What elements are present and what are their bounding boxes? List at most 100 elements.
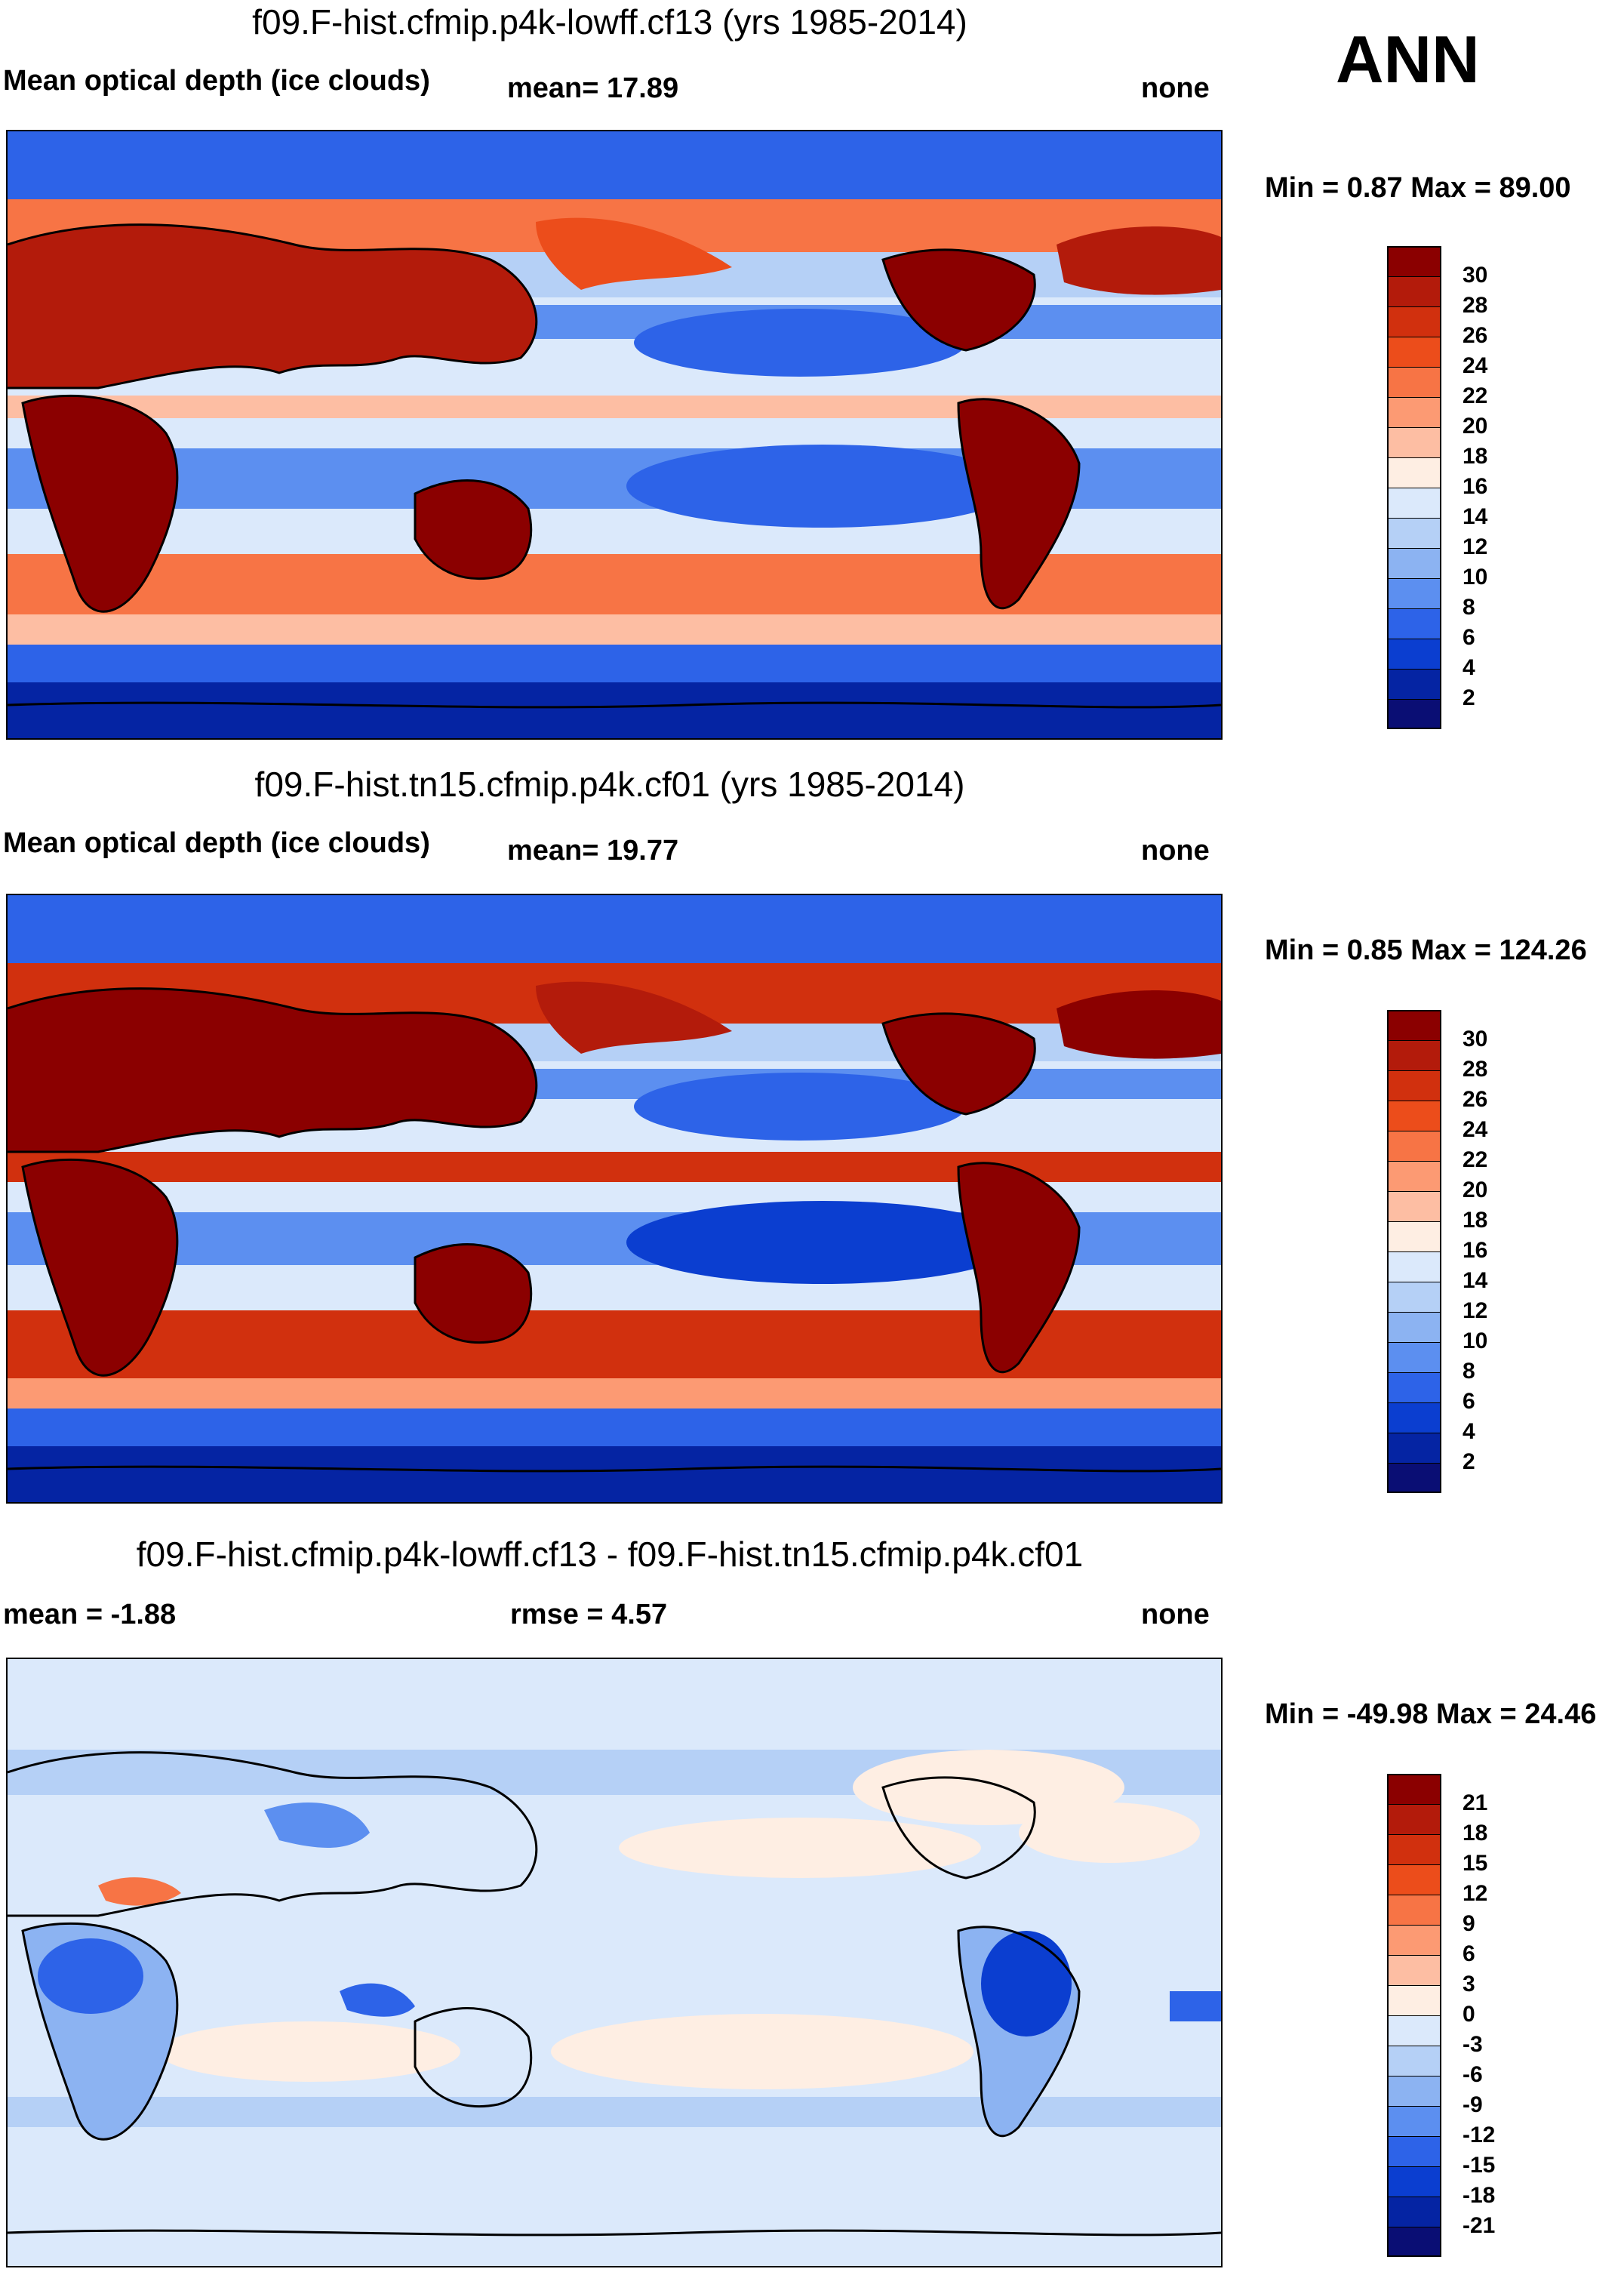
colorbar-segment: [1387, 699, 1441, 729]
colorbar-segment: [1387, 2015, 1441, 2046]
colorbar-segment: [1387, 1101, 1441, 1131]
colorbar-tick-label: 18: [1463, 1208, 1488, 1233]
colorbar-tick-label: 18: [1463, 1821, 1488, 1846]
colorbar-segment: [1387, 427, 1441, 457]
colorbar-tick-label: 3: [1463, 1972, 1475, 1996]
colorbar-tick-label: 8: [1463, 1359, 1475, 1384]
colorbar-segment: [1387, 2106, 1441, 2136]
colorbar-tick-label: 24: [1463, 1117, 1488, 1142]
colorbar-segment: [1387, 306, 1441, 337]
colorbar-segment: [1387, 1040, 1441, 1070]
colorbar-segment: [1387, 1191, 1441, 1221]
panel-2-minmax: Min = 0.85 Max = 124.26: [1265, 934, 1587, 966]
colorbar-segment: [1387, 548, 1441, 578]
colorbar-tick-label: 20: [1463, 414, 1488, 439]
colorbar-tick-label: 30: [1463, 1027, 1488, 1051]
panel-3-rmse: rmse = 4.57: [510, 1599, 668, 1630]
p3-coastlines: [8, 1751, 1221, 2237]
panel-2-map: [6, 894, 1223, 1504]
colorbar-tick-label: 8: [1463, 595, 1475, 620]
p2-antarctic: [8, 1446, 1221, 1502]
p2-australia: [415, 1244, 531, 1343]
colorbar-segment: [1387, 669, 1441, 699]
colorbar-segment: [1387, 2227, 1441, 2257]
p1-south-america: [958, 399, 1079, 608]
colorbar-segment: [1387, 457, 1441, 488]
colorbar-segment: [1387, 1864, 1441, 1895]
p1-antarctic: [8, 682, 1221, 738]
colorbar-segment: [1387, 2166, 1441, 2197]
panel-2-mean: mean= 19.77: [507, 835, 679, 867]
colorbar-segment: [1387, 246, 1441, 276]
colorbar-segment: [1387, 1342, 1441, 1372]
panel-3-title: f09.F-hist.cfmip.p4k-lowff.cf13 - f09.F-…: [136, 1535, 1084, 1574]
p1-s-pacific-high: [626, 445, 1019, 528]
colorbar-tick-label: -12: [1463, 2123, 1496, 2147]
colorbar-segment: [1387, 578, 1441, 608]
panel-3-map-svg: [8, 1659, 1221, 2266]
colorbar-segment: [1387, 2197, 1441, 2227]
colorbar-segment: [1387, 2076, 1441, 2106]
colorbar-segment: [1387, 367, 1441, 397]
colorbar-tick-label: 30: [1463, 263, 1488, 288]
p1-coastlines: [8, 223, 1221, 709]
colorbar-tick-label: 9: [1463, 1911, 1475, 1936]
colorbar-tick-label: 2: [1463, 685, 1475, 710]
panel-2-title: f09.F-hist.tn15.cfmip.p4k.cf01 (yrs 1985…: [254, 765, 965, 804]
colorbar-segment: [1387, 488, 1441, 518]
panel-1-map-svg: [8, 131, 1221, 738]
colorbar-segment: [1387, 1221, 1441, 1251]
panel-1-colorbar: [1387, 246, 1441, 729]
colorbar-tick-label: 12: [1463, 1881, 1488, 1906]
colorbar-segment: [1387, 1010, 1441, 1040]
p3-s-pacific-pos: [551, 2014, 973, 2089]
p2-arctic: [8, 895, 1221, 963]
colorbar-segment: [1387, 1282, 1441, 1312]
panel-1-mean: mean= 17.89: [507, 72, 679, 104]
panel-3-mean: mean = -1.88: [3, 1599, 177, 1630]
panel-3-minmax: Min = -49.98 Max = 24.46: [1265, 1698, 1597, 1730]
p1-n-pacific-high: [634, 309, 966, 377]
colorbar-segment: [1387, 608, 1441, 639]
colorbar-tick-label: -9: [1463, 2092, 1483, 2117]
colorbar-tick-label: 28: [1463, 1057, 1488, 1082]
colorbar-tick-label: 2: [1463, 1449, 1475, 1474]
colorbar-segment: [1387, 1804, 1441, 1834]
colorbar-tick-label: -3: [1463, 2032, 1483, 2057]
p1-n-atlantic: [1057, 226, 1221, 295]
panel-1-minmax: Min = 0.87 Max = 89.00: [1265, 172, 1571, 204]
p2-itcz: [8, 1152, 1221, 1182]
colorbar-segment: [1387, 1251, 1441, 1282]
colorbar-segment: [1387, 1955, 1441, 1985]
colorbar-tick-label: 22: [1463, 383, 1488, 408]
p1-australia: [415, 480, 531, 579]
p2-s-ocean: [8, 1408, 1221, 1446]
colorbar-segment: [1387, 1774, 1441, 1804]
p2-eurasia: [8, 988, 537, 1152]
p3-maritime-neg: [340, 1983, 415, 2017]
colorbar-segment: [1387, 1985, 1441, 2015]
p2-coastlines: [8, 987, 1221, 1473]
colorbar-tick-label: 22: [1463, 1147, 1488, 1172]
panel-2-colorbar: [1387, 1010, 1441, 1493]
panel-1-units: none: [1141, 72, 1210, 104]
p3-n-atlantic-pos: [853, 1750, 1124, 1825]
colorbar-segment: [1387, 397, 1441, 427]
colorbar-tick-label: 12: [1463, 1298, 1488, 1323]
panel-3-map: [6, 1658, 1223, 2267]
p1-north-america: [883, 249, 1035, 350]
colorbar-segment: [1387, 1895, 1441, 1925]
p3-tibet-neg: [264, 1803, 370, 1848]
colorbar-segment: [1387, 276, 1441, 306]
p3-indian-pos: [158, 2021, 460, 2082]
colorbar-tick-label: 10: [1463, 565, 1488, 590]
p3-arabia-pos: [98, 1877, 181, 1906]
p2-africa: [23, 1159, 177, 1376]
colorbar-tick-label: -21: [1463, 2213, 1496, 2238]
p3-amazon-neg: [981, 1931, 1072, 2036]
colorbar-tick-label: 21: [1463, 1790, 1488, 1815]
p2-n-pacific-high: [634, 1073, 966, 1141]
panel-2-variable: Mean optical depth (ice clouds): [3, 827, 430, 859]
colorbar-tick-label: 12: [1463, 534, 1488, 559]
p1-s-ocean: [8, 645, 1221, 682]
